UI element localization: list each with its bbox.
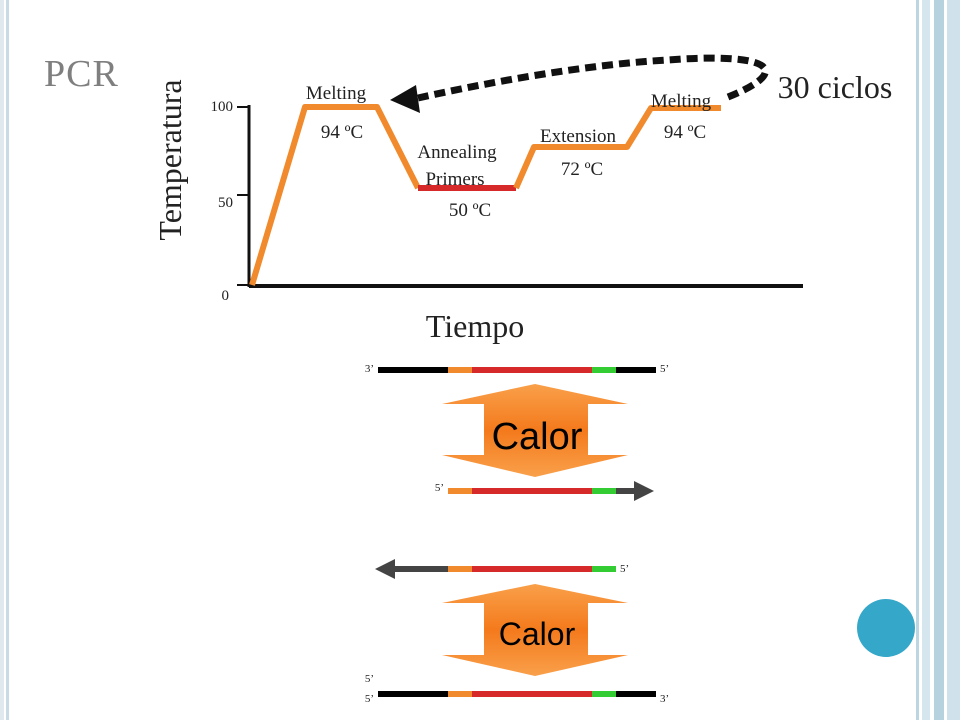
heat-arrow-1-label: Calor [492, 416, 583, 458]
slide-frame-right [916, 0, 960, 720]
product-strand-2-arrowhead [375, 559, 395, 579]
step-annealing-temp: 50 ºC [449, 200, 491, 221]
slide-frame-left [0, 0, 10, 720]
y-tick-label-0: 0 [222, 288, 230, 304]
step-melting-2-label: Melting [651, 91, 712, 112]
y-tick-label-50: 50 [218, 195, 233, 211]
step-extension-temp: 72 ºC [561, 159, 603, 180]
dna-template-strand [378, 367, 656, 373]
strand-top-right-label: 5’ [660, 363, 669, 375]
graph-axes: 100 50 0 [211, 99, 803, 304]
dna-product-strand-1 [448, 481, 654, 501]
heat-arrow-1 [442, 384, 628, 477]
cycle-arrow [390, 54, 769, 113]
dna-product-strand-2 [375, 559, 616, 579]
cycles-label: 30 ciclos [778, 69, 893, 105]
product-strand-1-arrowhead [634, 481, 654, 501]
step-melting-1-label: Melting [306, 83, 367, 104]
y-tick-label-100: 100 [211, 99, 234, 115]
step-melting-2-temp: 94 ºC [664, 122, 706, 143]
y-axis-label: Temperatura [152, 79, 188, 240]
product-strand-2-label: 5’ [620, 563, 629, 575]
product-strand-1-label: 5’ [435, 482, 444, 494]
strand-bottom-right-label: 3’ [660, 693, 669, 705]
slide-decoration-circle [857, 599, 915, 657]
x-axis-label: Tiempo [426, 308, 524, 344]
step-annealing-label-line2: Primers [425, 169, 484, 190]
strand-bottom-left-label: 5’ [365, 693, 374, 705]
step-extension-label: Extension [540, 126, 616, 147]
cycle-arrow-head [390, 85, 420, 113]
strand-bottom-extra-label: 5’ [365, 673, 374, 685]
step-melting-1-temp: 94 ºC [321, 122, 363, 143]
extension-melting-segment [513, 105, 721, 190]
melting-segment-1 [249, 104, 421, 286]
temperature-profile [249, 104, 721, 286]
dna-bottom-strand [378, 691, 656, 697]
slide-title: PCR [44, 53, 119, 95]
step-annealing-label-line1: Annealing [417, 142, 497, 163]
heat-arrow-2 [442, 584, 628, 676]
heat-arrow-2-label: Calor [499, 616, 576, 652]
strand-top-left-label: 3’ [365, 363, 374, 375]
